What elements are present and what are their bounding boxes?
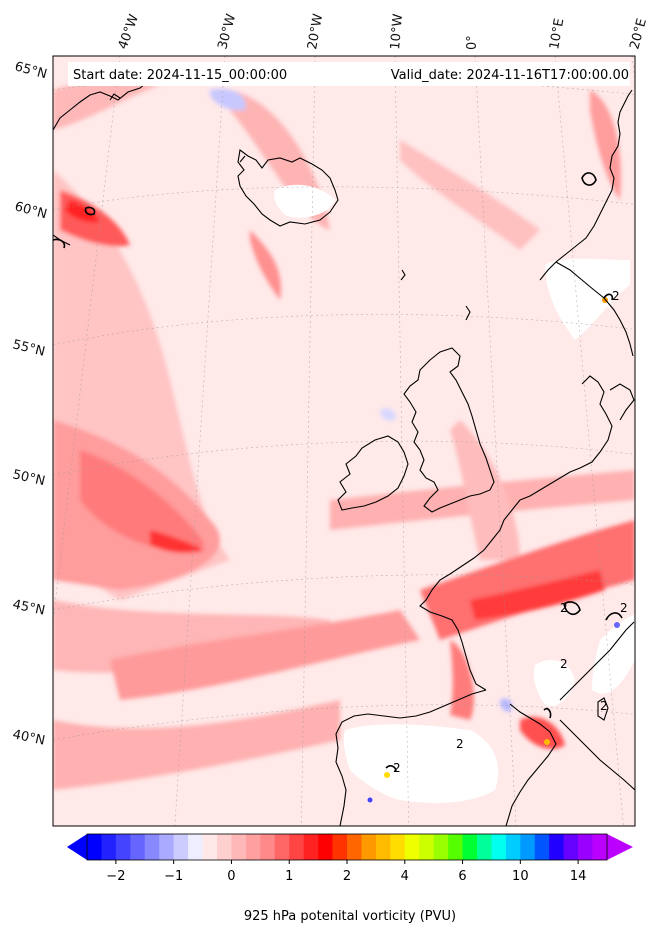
start-date-label: Start date: 2024-11-15_00:00:00 bbox=[73, 68, 287, 83]
colorbar-tick-label: 14 bbox=[570, 869, 587, 884]
colorbar-segment bbox=[144, 834, 160, 860]
lat-label: 55°N bbox=[11, 337, 46, 359]
colorbar-segment bbox=[361, 834, 377, 860]
lat-label: 40°N bbox=[11, 727, 46, 748]
colorbar-ticks: −2 −1 0 1 2 4 6 10 14 bbox=[106, 860, 586, 884]
colorbar-label: 925 hPa potenital vorticity (PVU) bbox=[244, 909, 456, 924]
contour-annotations: 2 2 2 2 2 2 2 bbox=[393, 289, 628, 775]
contour-label: 2 bbox=[600, 699, 608, 713]
lon-label: 20°E bbox=[627, 17, 650, 51]
lat-label: 60°N bbox=[13, 199, 49, 222]
colorbar-segment bbox=[448, 834, 463, 860]
colorbar-segment bbox=[462, 834, 478, 860]
colorbar-tick-label: 4 bbox=[401, 869, 409, 884]
contour-label: 2 bbox=[620, 601, 628, 615]
colorbar-segment bbox=[549, 834, 564, 860]
colorbar-segment bbox=[578, 834, 593, 860]
lon-label: 30°W bbox=[215, 12, 239, 51]
colorbar-tick-label: 10 bbox=[512, 869, 529, 884]
lat-label: 65°N bbox=[13, 59, 49, 82]
colorbar-segment bbox=[534, 834, 550, 860]
colorbar-segments bbox=[87, 834, 608, 860]
colorbar-tick-label: 1 bbox=[285, 869, 293, 884]
contour-label: 2 bbox=[393, 761, 401, 775]
colorbar-segment bbox=[115, 834, 131, 860]
colorbar-segment bbox=[332, 834, 348, 860]
colorbar-tick-label: 0 bbox=[227, 869, 235, 884]
colorbar-segment bbox=[390, 834, 406, 860]
colorbar-tick-label: −1 bbox=[164, 869, 183, 884]
contour-label: 2 bbox=[560, 601, 568, 615]
colorbar-segment bbox=[245, 834, 261, 860]
colorbar-segment bbox=[217, 834, 232, 860]
colorbar-segment bbox=[101, 834, 117, 860]
colorbar-tick-label: 6 bbox=[458, 869, 466, 884]
lat-label: 45°N bbox=[11, 597, 46, 618]
colorbar-segment bbox=[592, 834, 608, 860]
longitude-labels: 40°W 30°W 20°W 10°W 0° 10°E 20°E bbox=[116, 12, 650, 51]
map-frame bbox=[52, 55, 636, 827]
colorbar-segment bbox=[231, 834, 247, 860]
colorbar-segment bbox=[289, 834, 304, 860]
lon-label: 10°E bbox=[547, 17, 567, 50]
coastlines bbox=[53, 71, 635, 826]
contour-label: 2 bbox=[456, 737, 464, 751]
colorbar-segment bbox=[375, 834, 391, 860]
colorbar-segment bbox=[173, 834, 189, 860]
pv-hotspots bbox=[367, 297, 620, 803]
colorbar-segment bbox=[347, 834, 362, 860]
colorbar-segment bbox=[260, 834, 276, 860]
lon-label: 40°W bbox=[116, 12, 142, 51]
colorbar-segment bbox=[419, 834, 434, 860]
lon-label: 0° bbox=[465, 35, 480, 50]
colorbar-segment bbox=[505, 834, 521, 860]
colorbar-segment bbox=[563, 834, 579, 860]
colorbar-segment bbox=[477, 834, 492, 860]
colorbar-segment bbox=[318, 834, 333, 860]
colorbar-segment bbox=[274, 834, 290, 860]
lon-label: 10°W bbox=[388, 13, 406, 50]
pv-field bbox=[53, 56, 635, 826]
colorbar-segment bbox=[303, 834, 319, 860]
contour-label: 2 bbox=[560, 657, 568, 671]
colorbar-segment bbox=[202, 834, 218, 860]
colorbar-segment bbox=[491, 834, 507, 860]
header-box bbox=[68, 62, 630, 86]
lat-label: 50°N bbox=[11, 467, 46, 489]
colorbar-segment bbox=[188, 834, 203, 860]
masked-terrain bbox=[274, 184, 635, 803]
pv-shading bbox=[53, 81, 635, 790]
valid-date-label: Valid_date: 2024-11-16T17:00:00.00 bbox=[391, 68, 629, 83]
colorbar-min-arrow bbox=[67, 834, 87, 860]
colorbar-segment bbox=[433, 834, 449, 860]
colorbar-segment bbox=[130, 834, 146, 860]
pv-contours bbox=[53, 172, 623, 773]
contour-label: 2 bbox=[612, 289, 620, 303]
graticule bbox=[53, 56, 635, 826]
colorbar-segment bbox=[159, 834, 174, 860]
colorbar-tick-label: −2 bbox=[106, 869, 125, 884]
colorbar-segment bbox=[404, 834, 420, 860]
latitude-labels: 65°N 60°N 55°N 50°N 45°N 40°N bbox=[11, 59, 48, 748]
lon-label: 20°W bbox=[305, 13, 326, 51]
colorbar-max-arrow bbox=[607, 834, 633, 860]
colorbar-segment bbox=[87, 834, 102, 860]
colorbar: −2 −1 0 1 2 4 6 10 14 925 hPa potenital vorticit… bbox=[67, 833, 633, 924]
colorbar-tick-label: 2 bbox=[343, 869, 351, 884]
colorbar-segment bbox=[520, 834, 536, 860]
